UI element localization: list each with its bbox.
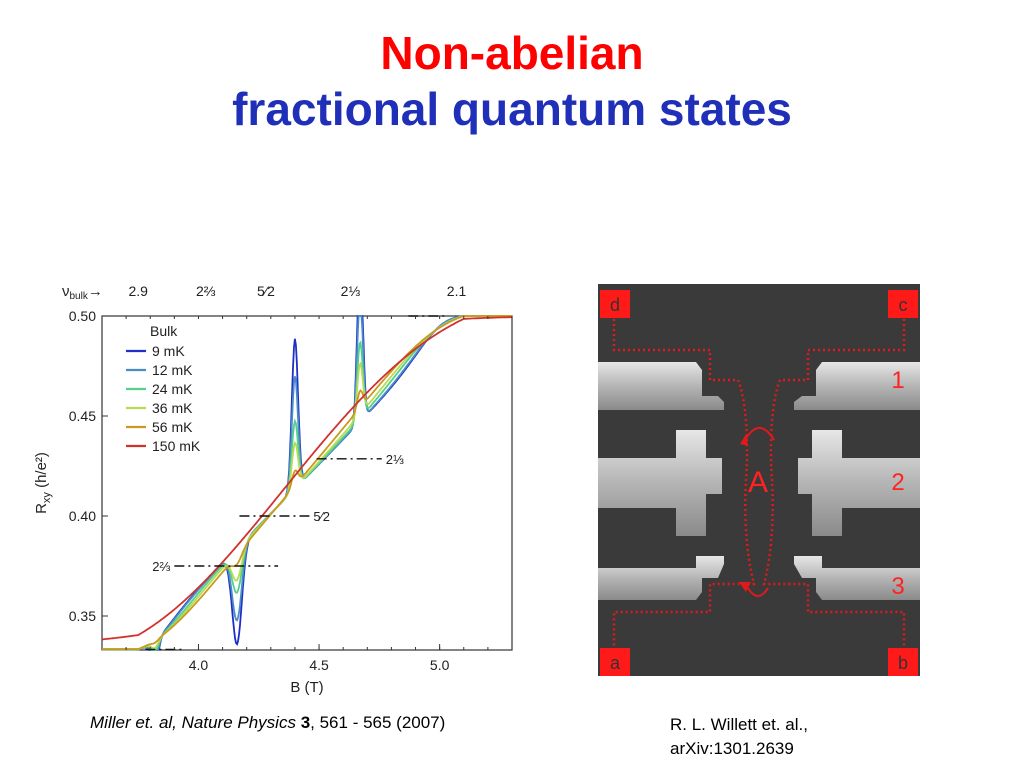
x-tick-label: 4.0 xyxy=(189,657,209,673)
citation-miller-volume: 3 xyxy=(300,713,311,732)
series-line-56-mK xyxy=(102,315,512,651)
citation-willett-line2: arXiv:1301.2639 xyxy=(670,739,794,758)
contact-c-label: c xyxy=(899,295,908,315)
contact-a xyxy=(600,648,630,676)
gate-1-left xyxy=(598,362,724,410)
contact-b xyxy=(888,648,918,676)
plot-frame xyxy=(101,315,513,651)
legend-label: 150 mK xyxy=(152,438,201,454)
citation-willett: R. L. Willett et. al., arXiv:1301.2639 xyxy=(670,713,808,761)
gate-2-left xyxy=(598,430,722,536)
device-micrograph: A 1 2 3 d c a b xyxy=(598,284,920,676)
constriction-label-1: 1 xyxy=(891,367,904,394)
legend-title: Bulk xyxy=(150,323,178,339)
y-tick-label: 0.50 xyxy=(69,308,96,324)
contact-a-label: a xyxy=(610,653,621,673)
region-label: A xyxy=(748,466,768,499)
top-axis-tick-label: 5⁄2 xyxy=(257,283,275,299)
contact-c xyxy=(888,290,918,318)
edge-path-top-right xyxy=(762,314,906,654)
top-axis-tick-label: 2.1 xyxy=(447,283,467,299)
top-axis-tick-label: 2⅓ xyxy=(341,283,361,299)
citation-miller: Miller et. al, Nature Physics 3, 561 - 5… xyxy=(90,713,445,733)
y-tick-label: 0.45 xyxy=(69,408,96,424)
series-line-150-mK xyxy=(101,316,513,641)
gate-2-right xyxy=(798,430,920,536)
y-axis-label: Rxy (h/e²) xyxy=(33,452,53,514)
contact-d xyxy=(600,290,630,318)
citation-miller-authors: Miller et. al, Nature Physics xyxy=(90,713,301,732)
gate-1-right xyxy=(794,362,920,410)
slide-title-line1: Non-abelian xyxy=(380,27,644,79)
plateau-label: 2⅔ xyxy=(152,559,170,574)
top-axis-tick-label: 2⅔ xyxy=(196,283,216,299)
y-tick-label: 0.40 xyxy=(69,508,96,524)
legend-label: 56 mK xyxy=(152,419,193,435)
plateau-label: 5⁄2 xyxy=(313,509,330,524)
legend-label: 9 mK xyxy=(152,343,185,359)
x-tick-label: 4.5 xyxy=(309,657,329,673)
citation-willett-line1: R. L. Willett et. al., xyxy=(670,715,808,734)
y-tick-label: 0.35 xyxy=(69,608,96,624)
citation-miller-pages: , 561 - 565 (2007) xyxy=(310,713,446,732)
legend-label: 12 mK xyxy=(152,362,193,378)
legend-label: 24 mK xyxy=(152,381,193,397)
x-tick-label: 5.0 xyxy=(430,657,450,673)
legend-label: 36 mK xyxy=(152,400,193,416)
rxy-chart: 2⅔ 5⁄2 2⅓ Bulk 9 mK 12 mK 24 mK 36 mK 56 mK 150 … xyxy=(33,283,513,696)
slide-title-line2: fractional quantum states xyxy=(232,83,792,135)
contact-b-label: b xyxy=(898,653,908,673)
top-axis-label: νbulk→ xyxy=(62,283,103,302)
edge-path-top xyxy=(612,314,756,654)
constriction-label-3: 3 xyxy=(891,573,904,600)
top-axis-tick-label: 2.9 xyxy=(128,283,148,299)
plateau-label: 2⅓ xyxy=(386,452,404,467)
gate-3-left xyxy=(598,556,724,600)
x-axis-label: B (T) xyxy=(290,679,323,696)
constriction-label-2: 2 xyxy=(891,469,904,496)
contact-d-label: d xyxy=(610,295,620,315)
gate-3-right xyxy=(794,556,920,600)
interference-arrows xyxy=(739,427,775,597)
